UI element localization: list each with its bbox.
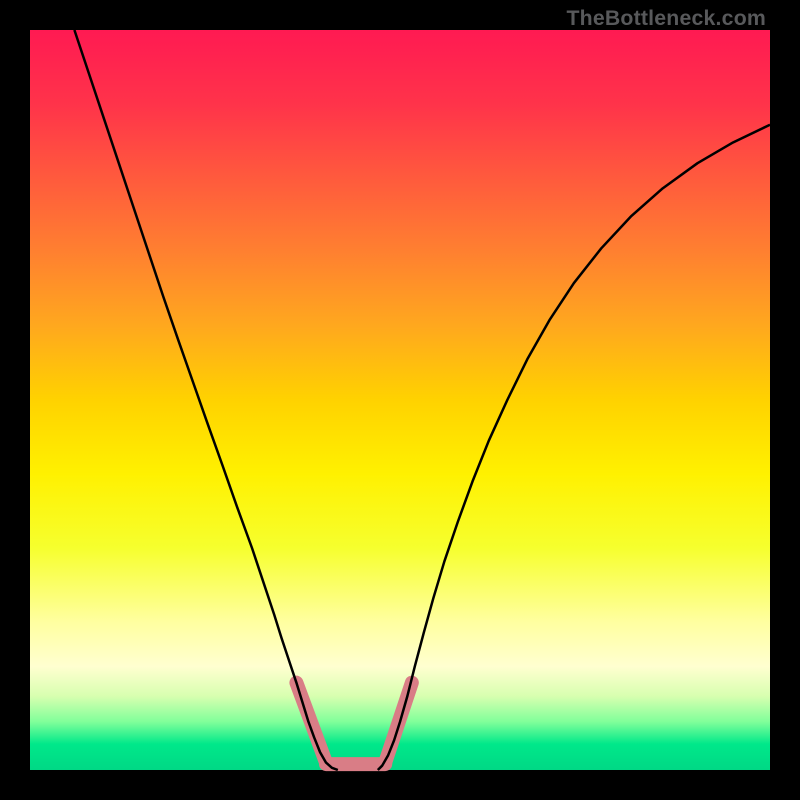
plot-area bbox=[30, 30, 770, 770]
gradient-rect bbox=[30, 30, 770, 770]
chart-frame: TheBottleneck.com bbox=[0, 0, 800, 800]
chart-svg bbox=[30, 30, 770, 770]
watermark-text: TheBottleneck.com bbox=[566, 6, 766, 31]
